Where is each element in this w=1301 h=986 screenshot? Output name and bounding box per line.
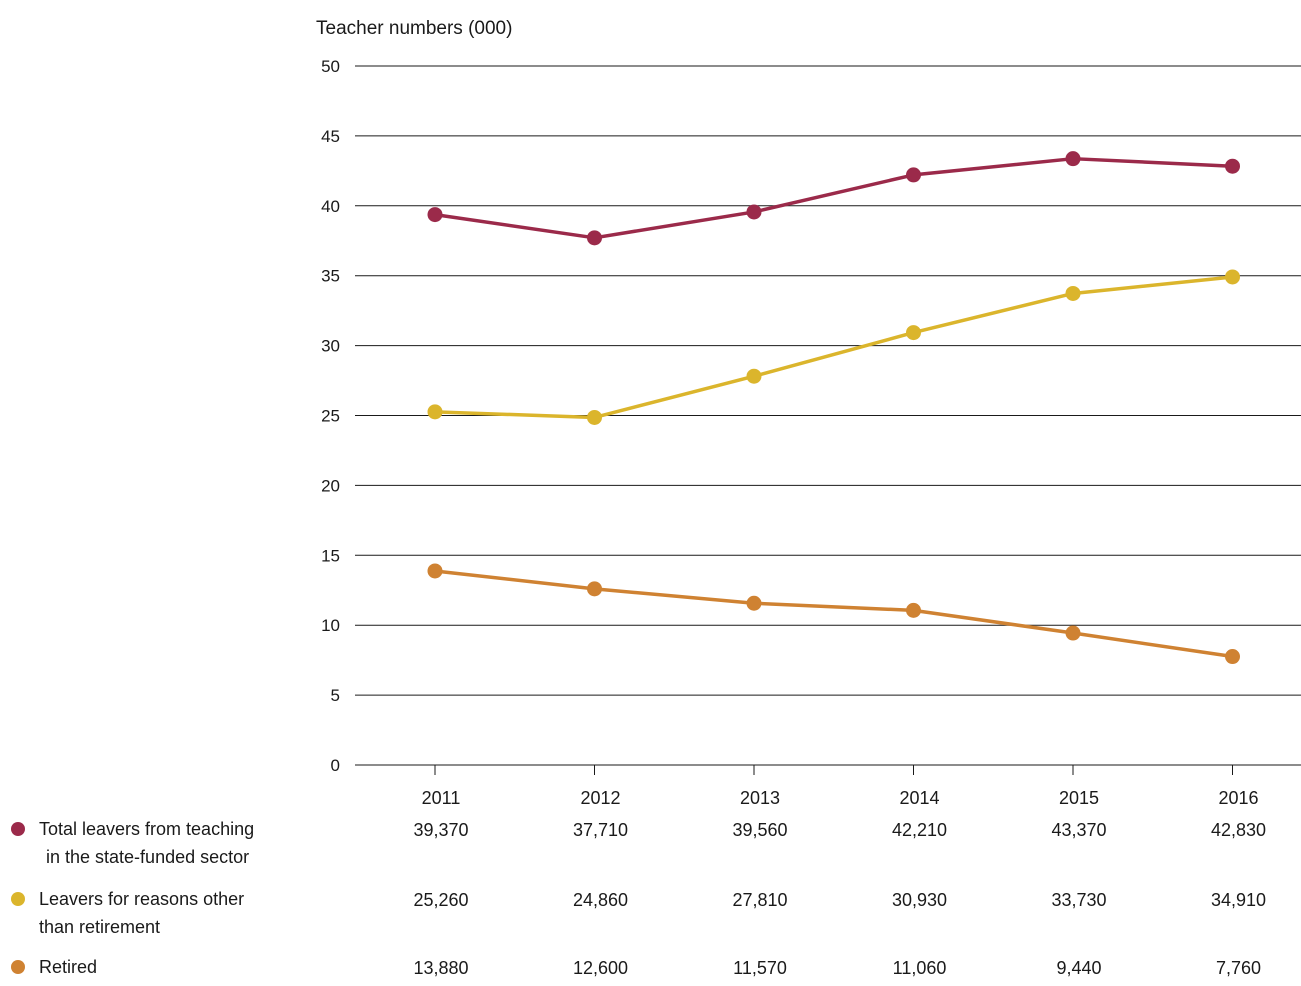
x-tick-label: 2016 [1218, 788, 1258, 808]
legend-label: Retired [39, 957, 97, 977]
data-point [1225, 269, 1240, 285]
data-point [587, 409, 602, 425]
y-tick-label: 40 [321, 197, 340, 216]
data-point [906, 602, 921, 618]
data-table-value: 34,910 [1211, 890, 1266, 910]
data-table-value: 33,730 [1051, 890, 1106, 910]
series-lines [434, 156, 1233, 659]
data-point [587, 230, 602, 246]
y-tick-label: 0 [331, 756, 340, 775]
y-tick-label: 30 [321, 337, 340, 356]
y-tick-label: 50 [321, 57, 340, 76]
data-point [746, 368, 762, 384]
legend-label: in the state-funded sector [46, 847, 249, 867]
data-point [746, 595, 762, 611]
x-axis: 2011 2012 2013 2014 2015 2016 [422, 765, 1259, 808]
x-tick-label: 2012 [580, 788, 620, 808]
data-table-value: 7,760 [1216, 958, 1261, 978]
x-tick-label: 2013 [740, 788, 780, 808]
y-tick-label: 15 [321, 546, 340, 565]
data-table-value: 39,370 [413, 820, 468, 840]
data-point [427, 563, 443, 579]
data-point [587, 581, 602, 597]
x-tick-label: 2014 [899, 788, 939, 808]
y-axis-ticks: 0 5 10 15 20 25 30 35 40 45 50 [321, 57, 340, 775]
data-table-value: 25,260 [413, 890, 468, 910]
data-point [1065, 625, 1081, 641]
legend-table: Total leavers from teaching in the state-… [11, 819, 1266, 978]
series-line [434, 569, 1233, 659]
legend-label: Total leavers from teaching [39, 819, 254, 839]
data-point [746, 204, 762, 220]
y-tick-label: 5 [331, 686, 340, 705]
data-table-value: 42,210 [892, 820, 947, 840]
data-point [427, 404, 443, 420]
y-tick-label: 45 [321, 127, 340, 146]
legend-label: than retirement [39, 917, 160, 937]
series-line [434, 275, 1233, 420]
y-tick-label: 10 [321, 616, 340, 635]
legend-marker [11, 822, 25, 836]
legend-label: Leavers for reasons other [39, 889, 244, 909]
data-table-value: 43,370 [1051, 820, 1106, 840]
data-point [1065, 151, 1081, 167]
data-table-value: 24,860 [573, 890, 628, 910]
data-table-value: 13,880 [413, 958, 468, 978]
data-point [1225, 649, 1240, 665]
x-tick-label: 2011 [422, 788, 461, 808]
data-table-value: 12,600 [573, 958, 628, 978]
data-point [1065, 285, 1081, 301]
legend-marker [11, 960, 25, 974]
y-tick-label: 20 [321, 476, 340, 495]
data-table-value: 9,440 [1056, 958, 1101, 978]
data-table-value: 39,560 [732, 820, 787, 840]
data-point [906, 325, 921, 341]
legend-marker [11, 892, 25, 906]
data-table-value: 11,570 [733, 958, 787, 978]
y-axis-title: Teacher numbers (000) [316, 18, 512, 39]
y-tick-label: 35 [321, 267, 340, 286]
data-point [1225, 158, 1240, 174]
x-tick-label: 2015 [1059, 788, 1099, 808]
data-point [906, 167, 921, 183]
series-points [427, 151, 1240, 665]
y-tick-label: 25 [321, 407, 340, 426]
data-table-value: 42,830 [1211, 820, 1266, 840]
data-table-value: 30,930 [892, 890, 947, 910]
data-point [427, 207, 443, 223]
data-table-value: 27,810 [732, 890, 787, 910]
data-table-value: 11,060 [893, 958, 947, 978]
data-table-value: 37,710 [573, 820, 628, 840]
series-line [434, 156, 1233, 240]
